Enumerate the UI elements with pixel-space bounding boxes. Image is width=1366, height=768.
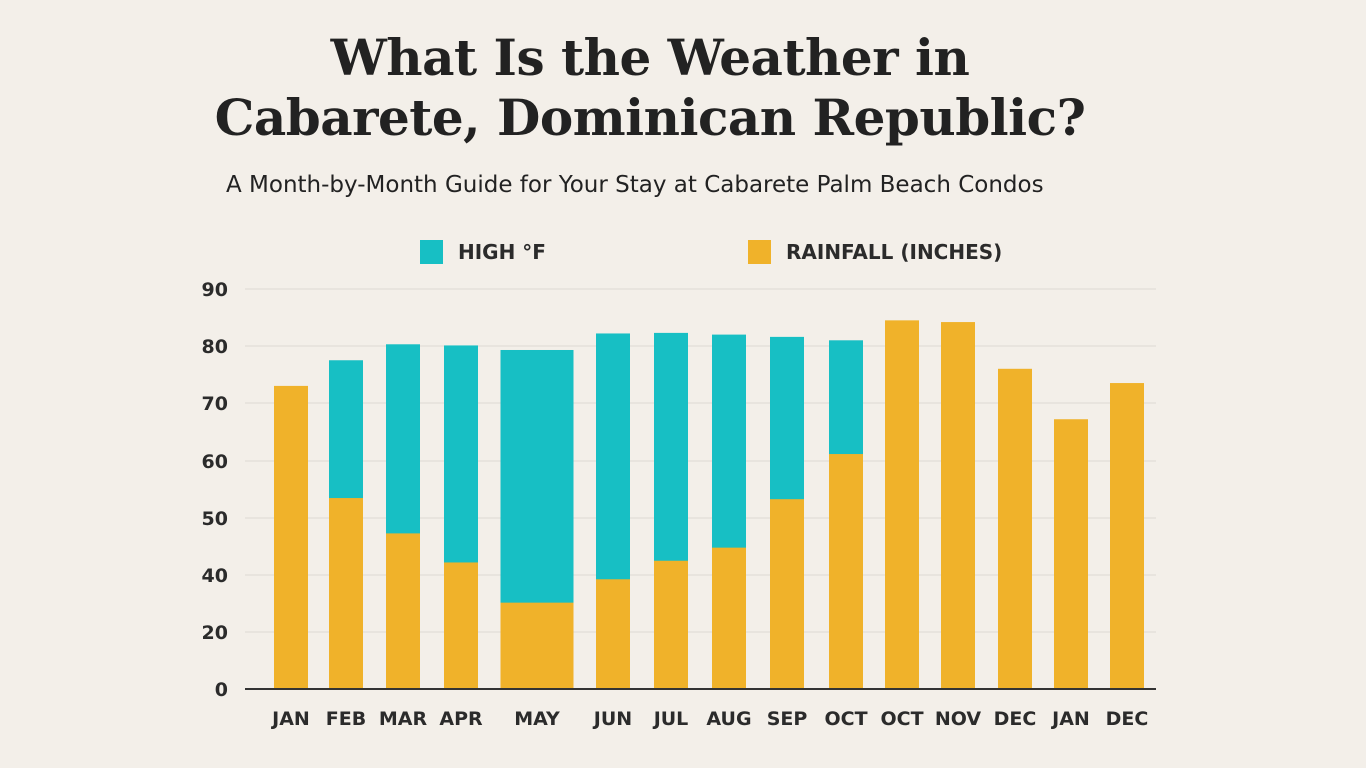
y-tick-label: 70: [202, 393, 228, 415]
y-tick-label: 90: [202, 279, 228, 301]
x-tick-label: AUG: [706, 708, 751, 730]
y-tick-label: 60: [202, 451, 228, 473]
x-tick-label: FEB: [326, 708, 366, 730]
x-tick-label: JUN: [592, 708, 632, 730]
legend-swatch-high: [420, 240, 443, 264]
chart-title: What Is the Weather in Cabarete, Dominic…: [0, 28, 1300, 148]
bar-rainfall-mar: [386, 533, 420, 689]
x-tick-label: OCT: [880, 708, 923, 730]
y-tick-label: 40: [202, 565, 228, 587]
x-tick-label: DEC: [994, 708, 1037, 730]
bar-rainfall-dec: [998, 368, 1032, 689]
bar-rainfall-jan: [274, 385, 308, 689]
x-tick-label: OCT: [824, 708, 867, 730]
bar-rainfall-jan: [1054, 419, 1088, 689]
y-tick-label: 80: [202, 336, 228, 358]
bar-rainfall-aug: [712, 547, 746, 689]
x-tick-label: MAR: [379, 708, 428, 730]
x-tick-label: JUL: [652, 708, 689, 730]
x-tick-label: NOV: [935, 708, 982, 730]
x-tick-label: JAN: [270, 708, 310, 730]
bar-rainfall-dec: [1110, 383, 1144, 689]
bar-rainfall-oct: [829, 454, 863, 689]
bar-rainfall-oct: [885, 320, 919, 689]
y-tick-label: 20: [202, 622, 228, 644]
x-tick-label: MAY: [514, 708, 560, 730]
bar-rainfall-apr: [444, 562, 478, 689]
bar-rainfall-sep: [770, 499, 804, 689]
x-tick-label: DEC: [1106, 708, 1149, 730]
title-line-2: Cabarete, Dominican Republic?: [214, 88, 1086, 147]
legend-label-rainfall: RAINFALL (INCHES): [786, 240, 1003, 264]
y-tick-label: 0: [215, 679, 228, 701]
legend-label-high: HIGH °F: [458, 240, 546, 264]
x-tick-label: APR: [439, 708, 483, 730]
bar-rainfall-feb: [329, 498, 363, 689]
legend-item-high: HIGH °F: [420, 238, 546, 266]
title-line-1: What Is the Weather in: [330, 28, 970, 87]
y-tick-label: 50: [202, 508, 228, 530]
legend-swatch-rainfall: [748, 240, 771, 264]
x-tick-label: JAN: [1050, 708, 1090, 730]
bar-rainfall-jul: [654, 560, 688, 689]
legend-item-rainfall: RAINFALL (INCHES): [748, 238, 1002, 266]
bar-rainfall-nov: [941, 322, 975, 689]
chart-subtitle: A Month-by-Month Guide for Your Stay at …: [226, 172, 1044, 198]
bar-rainfall-may: [500, 602, 574, 689]
x-tick-label: SEP: [767, 708, 808, 730]
bar-rainfall-jun: [596, 579, 630, 689]
